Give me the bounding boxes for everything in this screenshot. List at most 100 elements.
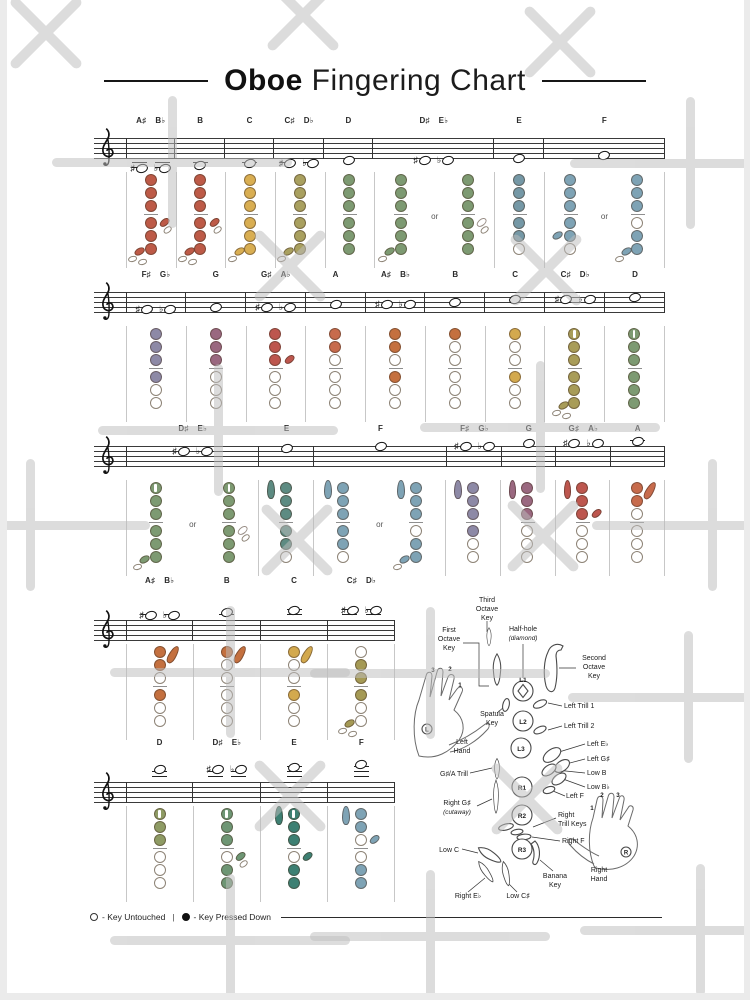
staff-group: B [425,270,486,326]
whole-note-head [402,298,417,311]
tone-hole-closed [279,495,292,507]
fingering-group [604,326,666,422]
tone-hole-closed [287,646,300,658]
tone-hole-open [279,551,292,563]
hole-separator [567,367,582,369]
note-labels: G♯ A♭ [556,424,610,433]
right-eb-key-icon [475,859,496,884]
tone-hole-closed [354,877,367,889]
whole-note [242,157,258,169]
fingering-column [375,172,427,268]
tone-hole-closed [389,341,402,353]
tone-hole-closed [394,187,407,199]
tone-hole-open [153,877,166,889]
tone-hole-closed [144,187,157,199]
label-l-badge: L [425,728,429,734]
note-labels: A♯ B♭ [126,116,175,125]
note-label: A♯ [136,116,147,125]
tone-hole-open [354,715,367,727]
note-label: E [516,116,522,125]
note-labels: F♯ G♭ [447,424,501,433]
tone-hole-open [521,538,534,550]
watermark-bar [8,0,84,71]
staff-barline [126,292,127,313]
note-labels: F [544,116,665,125]
legend-pressed-label: - Key Pressed Down [193,912,272,922]
tone-hole-closed [343,200,356,212]
hole-separator [630,213,645,215]
note-label: B♭ [164,576,175,585]
label-r1: R1 [518,785,527,792]
hole-separator [520,521,535,523]
fingering-column [189,326,243,422]
whole-note [373,440,388,452]
tone-hole-closed [628,371,641,383]
note-labels: C♯ D♭ [328,576,395,585]
hole-separator [394,213,409,215]
note-label: E [283,424,290,433]
fingering-group [260,644,327,740]
watermark-bar [580,925,750,935]
tone-hole-open [513,243,526,255]
whole-note: ♭ [302,157,321,169]
tone-hole-closed [354,864,367,876]
tone-hole-open [466,551,479,563]
fingering-group [126,326,186,422]
tone-hole-closed [568,354,581,366]
fingering-column [129,326,183,422]
accidental-sharp: ♯ [135,304,141,314]
tone-hole-open [576,525,589,537]
fingering-column [267,806,321,902]
spatula-key-icon [502,698,510,712]
tone-hole-open [153,702,166,714]
accidental-sharp: ♯ [454,440,459,451]
tone-hole-closed [409,508,422,520]
or-label: or [376,520,384,529]
fingering-group [258,480,313,576]
staff-barline [484,292,486,313]
fingering-column [259,480,313,576]
tone-hole-closed [194,200,207,212]
fingering-column [202,480,256,576]
noteheads [544,149,665,162]
whole-note-head [373,440,388,452]
whole-note [279,442,294,455]
whole-note-head [354,758,369,771]
accidental-flat: ♭ [477,440,482,451]
fingering-group [609,480,666,576]
aux-key [392,562,403,571]
third-octave-key-icon [486,627,492,647]
staff-group: C♯D♭♯♭ [328,576,395,644]
tone-hole-open [209,397,222,409]
tone-hole-closed [389,371,402,383]
noteheads [328,758,395,778]
staff-group: D [126,738,194,806]
hole-separator [508,367,523,369]
noteheads: ♯♭ [126,609,193,621]
staff-cells: D♯ E♭ ♯ ♭ E F F♯ G♭ ♯ ♭ G G♯ A♭ ♯ ♭ A [126,424,665,480]
accidental-sharp: ♯ [554,294,560,304]
tone-hole-closed [628,341,641,353]
tone-hole-open [521,525,534,537]
tone-hole-open [287,659,300,671]
svg-text:Octave: Octave [583,664,605,671]
noteheads [126,763,193,778]
tone-hole-closed [144,200,157,212]
fingering-group [126,644,193,740]
note-label: G [212,270,220,279]
tone-hole-closed [244,187,257,199]
whole-note: ♯ [139,609,158,621]
fingering-cells: or or [126,172,665,268]
tone-hole-closed [244,243,257,255]
fingering-group [324,172,375,268]
tone-hole-open [329,354,342,366]
whole-note: ♯ [563,437,582,450]
note-label: B♭ [155,116,166,125]
aux-key [589,507,603,520]
note-labels: D [324,116,373,125]
tone-hole-closed [466,525,479,537]
aux-key [137,257,148,266]
note-labels: B [175,116,224,125]
hole-separator [293,213,308,215]
note-label: D [632,270,639,279]
